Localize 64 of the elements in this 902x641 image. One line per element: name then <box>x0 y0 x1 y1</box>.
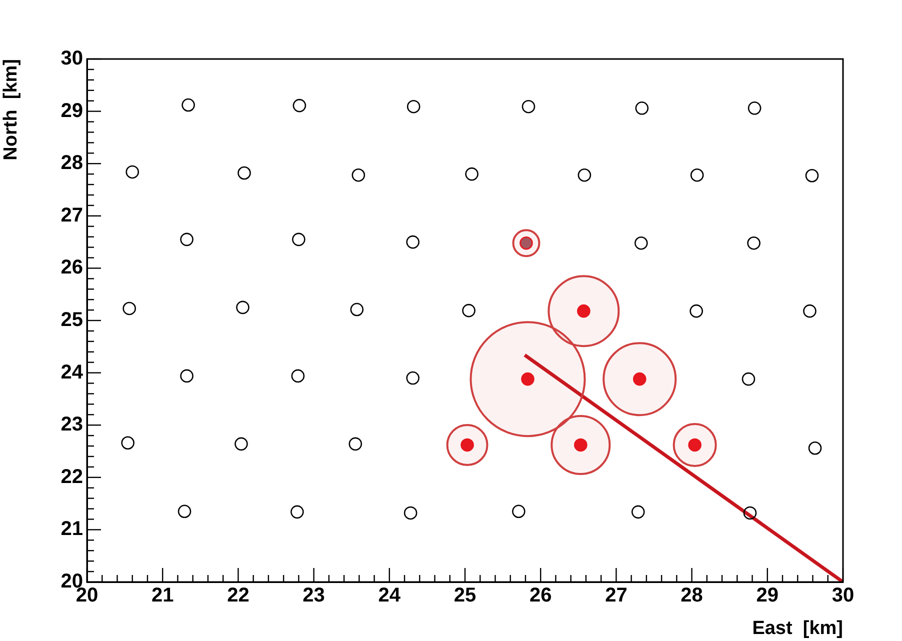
point <box>574 438 588 452</box>
point <box>690 168 704 182</box>
y-tick-label: 29 <box>60 100 83 122</box>
x-tick-label: 21 <box>151 584 174 607</box>
point <box>180 232 194 246</box>
point <box>803 304 816 318</box>
x-tick-label: 28 <box>680 584 703 607</box>
point <box>632 372 646 386</box>
y-axis-title: North [km] <box>0 59 22 160</box>
y-tick-label: 28 <box>60 152 83 174</box>
point <box>350 302 364 316</box>
x-tick-label: 29 <box>756 584 779 607</box>
point <box>178 504 192 518</box>
x-tick-label: 26 <box>529 584 552 607</box>
point <box>126 165 140 179</box>
point <box>512 504 526 518</box>
point <box>465 167 478 181</box>
y-tick-label: 23 <box>60 414 83 436</box>
y-tick-label: 21 <box>60 518 83 540</box>
x-tick-label: 27 <box>605 584 628 607</box>
point <box>747 236 760 250</box>
point <box>805 168 819 182</box>
y-tick-label: 27 <box>60 204 83 226</box>
point <box>180 369 194 383</box>
point <box>690 304 703 318</box>
point <box>578 168 592 182</box>
point <box>631 505 645 519</box>
x-tick-label: 23 <box>302 584 325 607</box>
point <box>522 100 536 114</box>
y-tick-label: 24 <box>60 361 84 384</box>
y-tick-label: 30 <box>60 48 83 70</box>
point <box>743 506 757 520</box>
point <box>238 166 251 180</box>
x-tick-label: 22 <box>227 584 250 607</box>
x-tick-label: 24 <box>378 584 402 607</box>
point <box>742 372 756 386</box>
point <box>121 436 134 450</box>
point <box>634 236 648 250</box>
point <box>182 98 195 112</box>
point <box>290 505 304 519</box>
point <box>406 100 420 114</box>
point <box>406 235 420 249</box>
x-tick-label: 25 <box>454 584 476 607</box>
point <box>635 102 649 115</box>
y-tick-label: 26 <box>60 256 83 279</box>
point <box>462 304 476 318</box>
point <box>404 506 418 520</box>
point <box>291 369 305 383</box>
point <box>234 437 248 451</box>
point <box>348 437 362 451</box>
point <box>808 441 822 455</box>
point <box>236 300 250 314</box>
point <box>748 102 762 115</box>
x-axis-title: East [km] <box>752 618 843 639</box>
point <box>352 168 366 182</box>
point <box>577 304 590 318</box>
y-tick-label: 25 <box>60 309 83 332</box>
point <box>292 98 306 112</box>
point <box>122 302 136 316</box>
x-tick-label: 30 <box>832 584 854 607</box>
point <box>292 232 306 246</box>
point <box>521 372 534 386</box>
point <box>406 371 420 385</box>
y-tick-label: 22 <box>60 466 83 488</box>
